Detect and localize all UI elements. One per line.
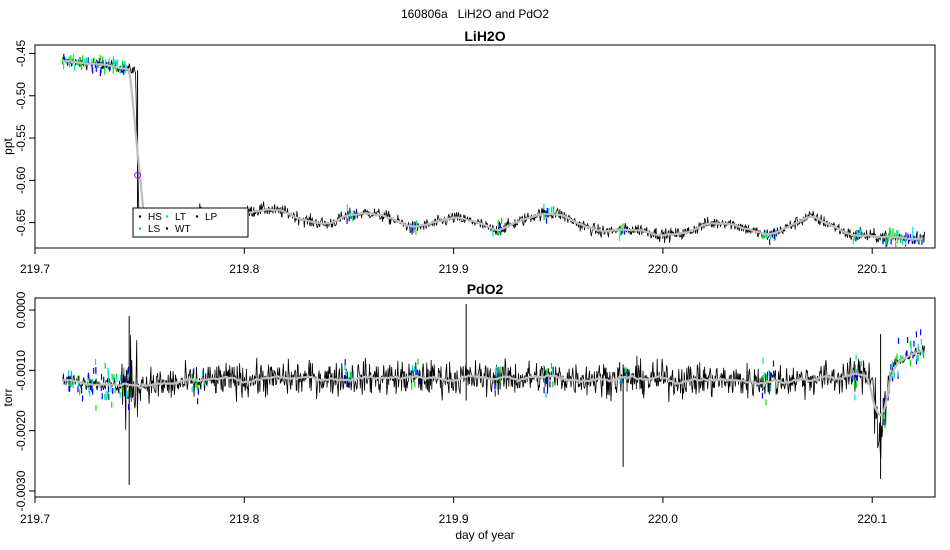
panel-title: LiH2O	[464, 28, 505, 44]
y-tick-label: -0.0020	[14, 410, 28, 451]
x-tick-label: 220.0	[648, 512, 678, 526]
x-axis-label: day of year	[455, 528, 514, 542]
legend-label: HS	[148, 212, 162, 223]
pdo2-panel: PdO2 219.7 219.8 219.9 220.0 220.1 0.0000 -0.00…	[1, 281, 936, 542]
y-tick-label: -0.0010	[14, 350, 28, 391]
y-tick-label: -0.50	[14, 82, 28, 110]
x-tick-label: 220.0	[648, 262, 678, 276]
x-tick-label: 219.9	[439, 262, 469, 276]
x-tick-label: 220.1	[857, 512, 887, 526]
legend-dot	[138, 227, 142, 230]
y-tick-label: -0.55	[14, 124, 28, 152]
y-tick-label: -0.65	[14, 209, 28, 237]
legend-label: LT	[175, 212, 186, 223]
legend-dot	[138, 215, 142, 218]
smoothed-line	[62, 350, 924, 417]
panel-title: PdO2	[467, 281, 504, 297]
x-tick-label: 219.7	[20, 512, 50, 526]
x-tick-label: 220.1	[857, 262, 887, 276]
legend-label: LS	[148, 224, 161, 235]
legend-dot	[195, 215, 199, 218]
lih2o-panel: LiH2O 219.7 219.8 219.9 220.0 220.1 -0.45 -0.50…	[1, 28, 936, 276]
legend-dot	[165, 227, 169, 230]
x-tick-label: 219.8	[229, 262, 259, 276]
y-tick-label: -0.0030	[14, 470, 28, 511]
marker-circle	[134, 171, 142, 179]
y-tick-label: 0.0000	[14, 291, 28, 328]
data-trace	[61, 335, 925, 459]
legend-dot	[165, 215, 169, 218]
page-title: 160806a LiH2O and PdO2	[400, 7, 550, 21]
plot-frame	[34, 297, 936, 498]
plot-frame	[34, 44, 936, 249]
legend-label: WT	[175, 224, 191, 235]
y-tick-label: -0.60	[14, 166, 28, 194]
x-tick-label: 219.8	[229, 512, 259, 526]
legend-label: LP	[205, 212, 218, 223]
y-axis-label: ppt	[1, 137, 15, 154]
x-tick-label: 219.9	[439, 512, 469, 526]
y-axis-label: torr	[1, 388, 15, 406]
x-tick-label: 219.7	[20, 262, 50, 276]
y-tick-label: -0.45	[14, 39, 28, 67]
legend-box	[132, 207, 249, 238]
